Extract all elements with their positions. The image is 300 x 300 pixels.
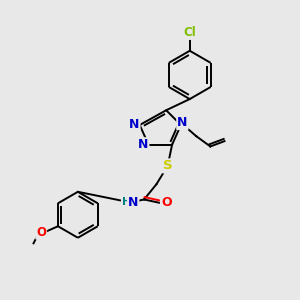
Text: O: O <box>36 226 46 239</box>
Text: N: N <box>138 138 148 151</box>
Text: N: N <box>129 118 140 131</box>
Text: S: S <box>163 159 172 172</box>
Text: N: N <box>177 116 188 129</box>
Text: O: O <box>161 196 172 209</box>
Text: Cl: Cl <box>183 26 196 39</box>
Text: N: N <box>128 196 138 209</box>
Text: H: H <box>122 197 131 207</box>
